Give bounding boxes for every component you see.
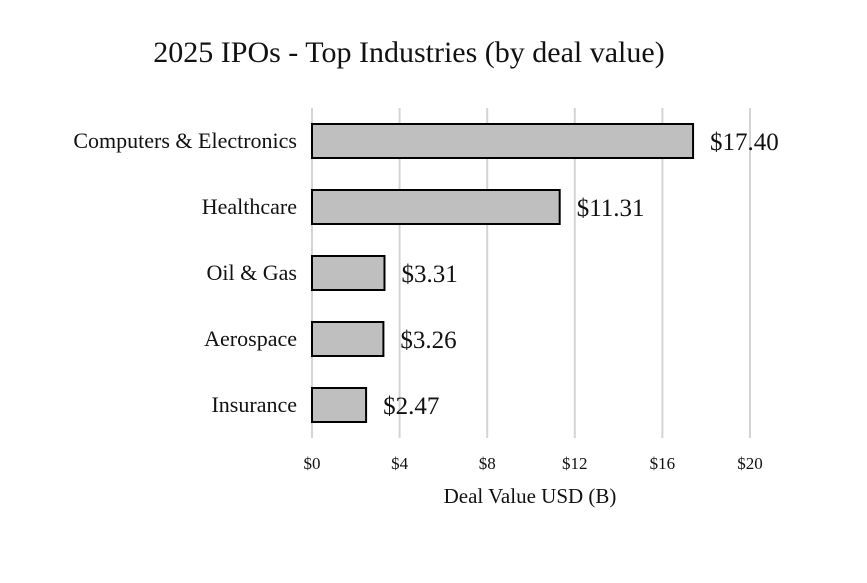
bar [311, 189, 561, 225]
x-tick-label: $16 [650, 454, 676, 473]
category-label: Insurance [211, 392, 297, 417]
x-tick-label: $8 [479, 454, 496, 473]
value-label: $3.31 [401, 261, 457, 288]
x-tick-label: $4 [391, 454, 409, 473]
x-tick-label: $12 [562, 454, 588, 473]
bar [311, 387, 368, 423]
bars [311, 123, 695, 423]
category-label: Healthcare [202, 194, 297, 219]
category-label: Oil & Gas [207, 260, 297, 285]
x-tick-labels: $0 $4 $8 $12 $16 $20 [304, 454, 763, 473]
bar [311, 255, 386, 291]
x-tick-label: $0 [304, 454, 321, 473]
bar [311, 321, 385, 357]
gridlines [311, 108, 751, 438]
category-label: Aerospace [204, 326, 297, 351]
category-label: Computers & Electronics [73, 128, 297, 153]
x-axis-title: Deal Value USD (B) [444, 484, 617, 508]
category-labels: Computers & Electronics Healthcare Oil & G… [73, 128, 297, 417]
value-label: $11.31 [577, 195, 645, 222]
bar [311, 123, 695, 159]
x-tick-label: $20 [737, 454, 763, 473]
chart-title: 2025 IPOs - Top Industries (by deal valu… [153, 36, 664, 69]
value-label: $17.40 [710, 129, 779, 156]
value-labels: $17.40 $11.31 $3.31 $3.26 $2.47 [383, 129, 779, 420]
value-label: $2.47 [383, 393, 439, 420]
value-label: $3.26 [400, 327, 456, 354]
